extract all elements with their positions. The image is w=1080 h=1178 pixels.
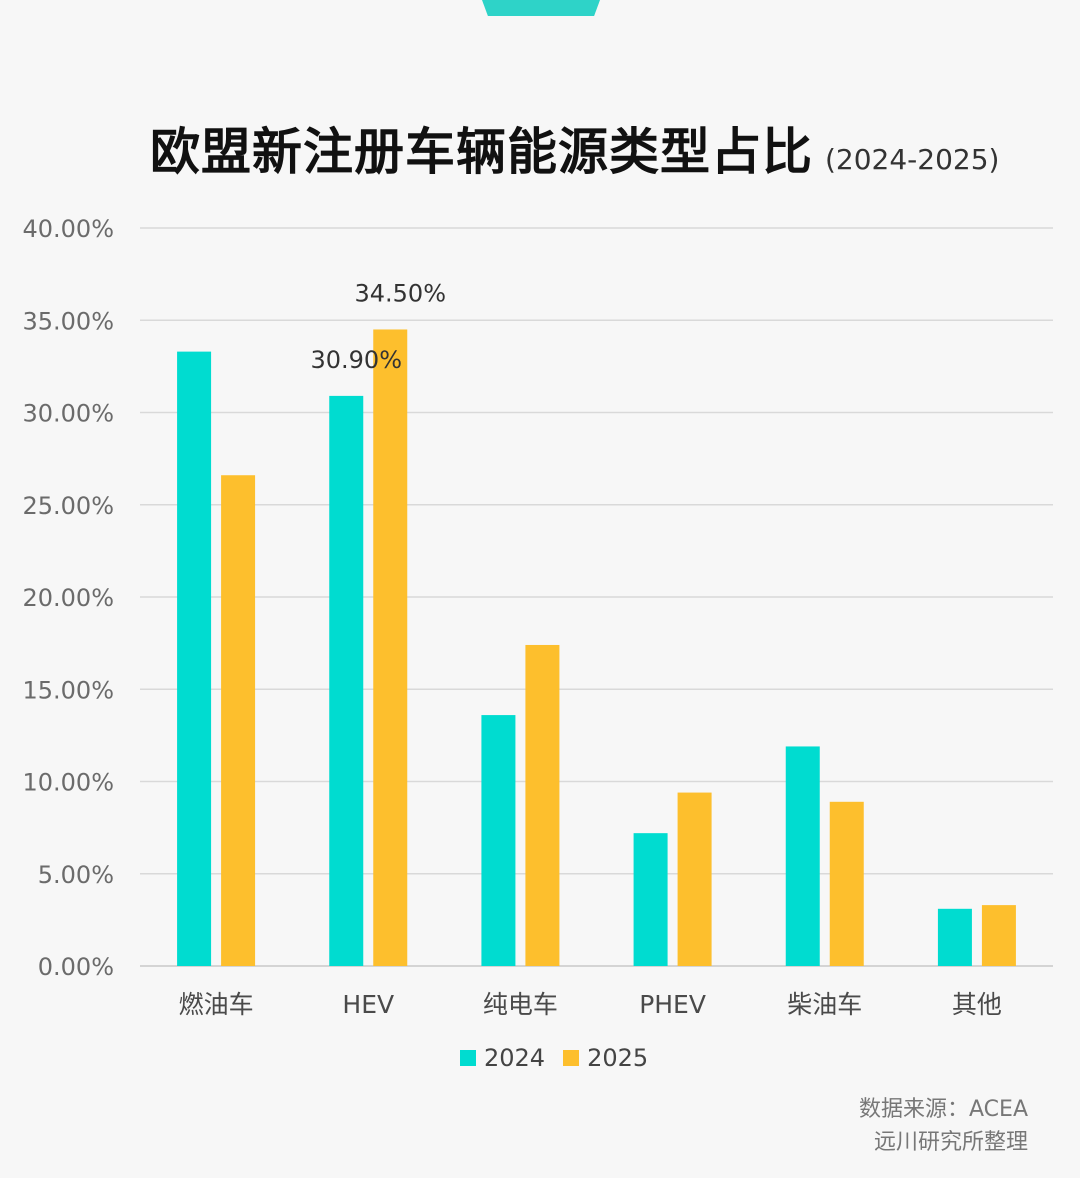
legend-swatch-2024 — [460, 1050, 476, 1066]
bar-2024-1 — [329, 395, 364, 966]
chart-title-row: 欧盟新注册车辆能源类型占比 (2024-2025) — [150, 112, 999, 182]
chart-title: 欧盟新注册车辆能源类型占比 — [150, 123, 813, 181]
y-tick-label: 15.00% — [22, 676, 114, 704]
x-tick-label: 燃油车 — [179, 990, 254, 1019]
y-tick-label: 35.00% — [22, 307, 114, 335]
legend-label-2025: 2025 — [587, 1044, 649, 1072]
bar-2025-4 — [829, 801, 864, 966]
bar-2025-3 — [677, 792, 712, 966]
bar-2025-1 — [373, 329, 408, 967]
bar-2024-4 — [785, 746, 820, 966]
bar-2025-0 — [221, 475, 256, 966]
y-tick-label: 0.00% — [38, 953, 114, 981]
source-line: 数据来源：ACEA — [859, 1097, 1028, 1122]
bar-2025-2 — [525, 644, 560, 966]
source-note: 数据来源：ACEA 远川研究所整理 — [859, 1093, 1028, 1159]
y-tick-label: 40.00% — [22, 215, 114, 243]
x-tick-label: HEV — [342, 990, 394, 1019]
x-tick-label: 其他 — [952, 990, 1002, 1019]
legend-item-2024: 2024 — [460, 1044, 545, 1072]
bar-2025-5 — [981, 905, 1016, 966]
bar-2024-5 — [937, 908, 972, 966]
organizer-line: 远川研究所整理 — [873, 1130, 1028, 1155]
chart-subtitle: (2024-2025) — [825, 143, 1000, 176]
y-tick-label: 5.00% — [38, 861, 114, 889]
y-tick-label: 25.00% — [22, 492, 114, 520]
x-tick-label: 纯电车 — [483, 990, 558, 1019]
legend-swatch-2025 — [563, 1050, 580, 1066]
legend-item-2025: 2025 — [563, 1044, 648, 1072]
bar-2024-0 — [177, 351, 212, 966]
x-tick-label: 柴油车 — [787, 990, 862, 1019]
y-tick-label: 10.00% — [22, 769, 114, 797]
data-label: 34.50% — [354, 279, 446, 307]
legend: 2024 2025 — [460, 1040, 648, 1076]
data-label: 30.90% — [310, 346, 402, 374]
bar-chart: 0.00% 5.00% 10.00% 15.00% 20.00% 25.00% 30.00%… — [22, 215, 1053, 1019]
top-tab-decoration — [482, 0, 600, 16]
legend-label-2024: 2024 — [484, 1044, 546, 1072]
bar-2024-3 — [633, 833, 668, 966]
x-tick-label: PHEV — [639, 990, 706, 1019]
y-tick-label: 30.00% — [22, 400, 114, 428]
y-tick-label: 20.00% — [22, 584, 114, 612]
bar-2024-2 — [481, 715, 516, 966]
